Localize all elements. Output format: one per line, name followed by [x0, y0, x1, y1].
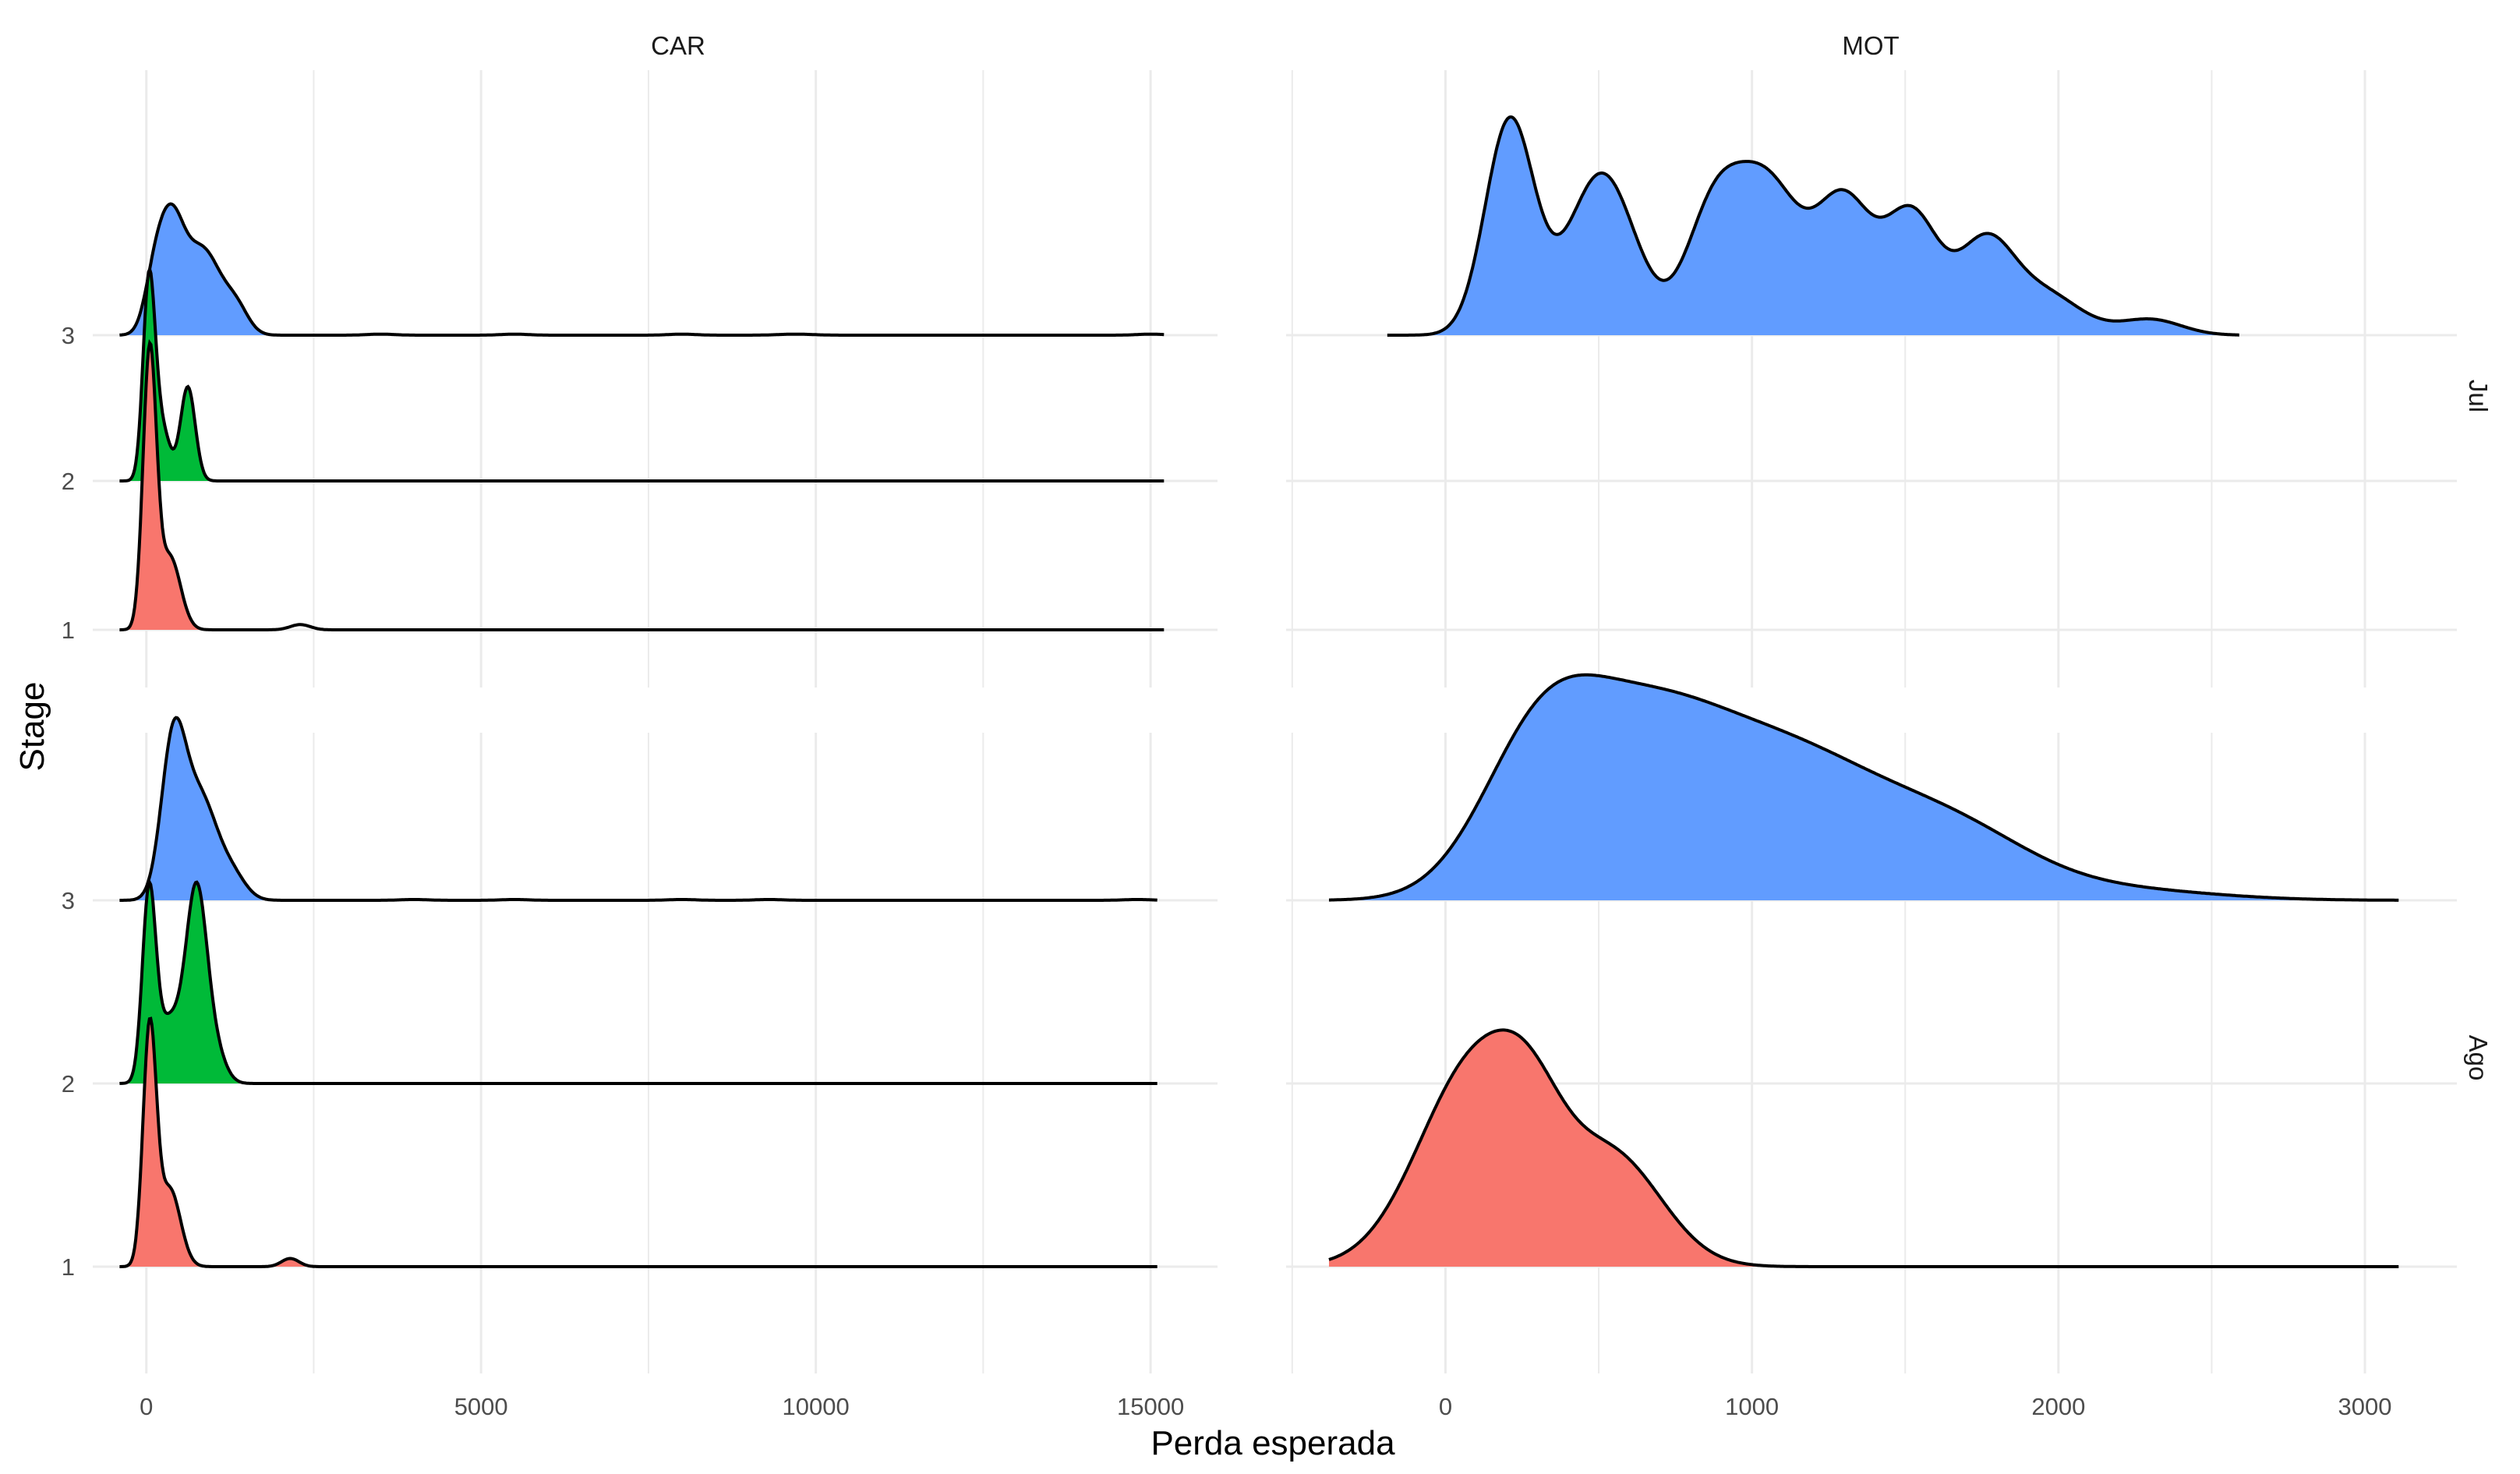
ridge-line-car-ago-stage-3 [119, 716, 1158, 902]
strip-label-car: CAR [651, 31, 705, 60]
y-tick-label-ago: 2 [62, 1070, 75, 1098]
x-tick-label-mot: 0 [1439, 1393, 1452, 1420]
strip-label-jul: Jul [2464, 380, 2493, 412]
strip-label-mot: MOT [1842, 31, 1899, 60]
y-axis-title: Stage [13, 682, 51, 772]
ridge-line-car-jul-stage-3 [119, 202, 1165, 337]
ridge-fill-mot-jul-stage-3 [1387, 117, 2239, 335]
ridge-fill-car-jul-stage-1 [119, 343, 254, 630]
ridge-line-car-ago-stage-2 [119, 878, 1158, 1085]
ridge-line-mot-ago-stage-1 [1328, 1028, 2399, 1268]
label-layer: CAR MOT Jul Ago Perda esperada Stage 0 50… [13, 31, 2493, 1462]
x-axis-title: Perda esperada [1150, 1424, 1395, 1462]
y-tick-label-jul: 1 [62, 617, 75, 644]
ridge-line-car-ago-stage-1 [119, 1016, 1158, 1268]
ridge-fill-car-ago-stage-3 [119, 717, 274, 900]
ridge-fill-car-jul-stage-3 [119, 203, 267, 335]
x-tick-label-car: 15000 [1117, 1393, 1184, 1420]
x-tick-label-car: 5000 [454, 1393, 508, 1420]
x-tick-label-car: 0 [140, 1393, 153, 1420]
ridge-fill-mot-ago-stage-1 [1329, 1030, 2399, 1267]
y-tick-label-jul: 3 [62, 322, 75, 349]
ridge-fill-mot-ago-stage-3 [1329, 674, 2399, 900]
x-tick-label-mot: 2000 [2031, 1393, 2085, 1420]
ridge-line-car-jul-stage-1 [119, 339, 1165, 631]
x-tick-label-mot: 1000 [1725, 1393, 1779, 1420]
ridge-line-mot-jul-stage-3 [1387, 115, 2239, 337]
ridge-fill-car-ago-stage-1 [119, 1018, 314, 1267]
ridge-line-mot-ago-stage-3 [1329, 673, 2399, 902]
x-tick-label-mot: 3000 [2338, 1393, 2392, 1420]
x-tick-label-car: 10000 [783, 1393, 850, 1420]
y-tick-label-ago: 1 [62, 1253, 75, 1281]
strip-label-ago: Ago [2464, 1035, 2493, 1081]
ridge-layer [119, 115, 2399, 1268]
ridge-line-car-jul-stage-2 [119, 264, 1165, 482]
y-tick-label-jul: 2 [62, 468, 75, 495]
grid-layer [93, 70, 2457, 1373]
y-tick-label-ago: 3 [62, 887, 75, 914]
